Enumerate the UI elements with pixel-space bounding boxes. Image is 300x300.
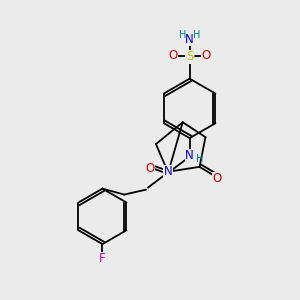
Text: N: N xyxy=(164,165,172,178)
Text: S: S xyxy=(186,50,193,63)
Text: N: N xyxy=(185,32,194,46)
Text: O: O xyxy=(168,50,177,62)
Text: H: H xyxy=(179,30,186,40)
Text: O: O xyxy=(202,50,211,62)
Text: H: H xyxy=(193,30,200,40)
Text: O: O xyxy=(146,162,154,175)
Text: F: F xyxy=(99,253,106,266)
Text: O: O xyxy=(213,172,222,185)
Text: N: N xyxy=(185,149,194,162)
Text: H: H xyxy=(196,154,203,164)
